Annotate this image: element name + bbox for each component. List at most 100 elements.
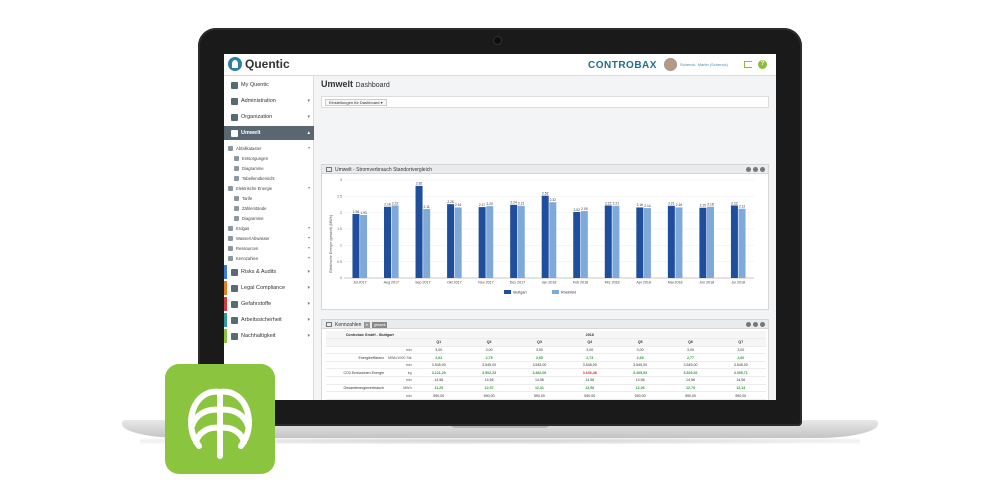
chevron-down-icon[interactable]: ▾ <box>307 255 310 260</box>
kpi-filter-icon[interactable]: ▾ <box>364 321 370 328</box>
sidebar-item-risks-audits[interactable]: Risks & Audits ▾ <box>224 265 314 279</box>
sidebar-item-erdgas[interactable]: Erdgas ▾ <box>224 223 314 233</box>
help-icon[interactable]: ? <box>758 60 767 69</box>
kpi-cell: 11,25 <box>413 384 464 393</box>
kpi-tag[interactable]: gesamt <box>372 321 388 328</box>
sidebar-item-nachhaltigkeit[interactable]: Nachhaltigkeit ▾ <box>224 329 314 343</box>
kpi-empty-header <box>326 338 414 347</box>
dashboard-settings-button[interactable]: Einstellungen für Dashboard ▾ <box>325 99 387 106</box>
kpi-cell: 12,96 <box>564 384 615 393</box>
chevron-down-icon[interactable]: ▾ <box>307 301 310 307</box>
chevron-down-icon[interactable]: ▾ <box>307 145 310 150</box>
kpi-cell: 3.482,06 <box>514 368 565 378</box>
table-row: Gesamtenergieverbrauch MWh 11,25 12,57 12,31… <box>326 384 766 393</box>
page-title: Umwelt Dashboard <box>321 79 390 89</box>
sidebar-item-organization[interactable]: Organization ▾ <box>224 110 314 124</box>
org-icon <box>231 114 238 121</box>
logout-icon[interactable] <box>744 61 752 68</box>
kpi-row-unit: t <box>386 399 414 400</box>
quentic-app-icon <box>165 364 275 474</box>
data-label: 1.96 <box>353 210 360 214</box>
chart-panel: Umwelt - Stromverbrauch Standortvergleic… <box>321 164 769 310</box>
kpi-cell: 597,27 <box>614 399 666 400</box>
close-icon[interactable] <box>760 166 765 172</box>
sidebar-item-tabellen-bersicht[interactable]: Tabellenübersicht <box>224 173 314 183</box>
kpi-cell: 3.529,52 <box>665 368 716 378</box>
bar-stuttgart <box>667 205 675 278</box>
data-label: 2.12 <box>739 205 746 209</box>
chevron-down-icon[interactable]: ▾ <box>307 317 310 323</box>
camera-icon <box>494 37 501 44</box>
chevron-down-icon[interactable]: ▾ <box>307 225 310 230</box>
chevron-down-icon[interactable]: ▾ <box>307 114 310 120</box>
refresh-icon[interactable] <box>746 166 751 172</box>
bolt-icon <box>228 185 233 191</box>
x-tick-label: Sep 2017 <box>415 281 430 285</box>
kpi-cell: 2,69 <box>614 353 666 362</box>
kpi-row-label: Abfälle zur Verwertung <box>326 399 386 400</box>
sidebar-item-abfallkataster[interactable]: Abfallkataster ▾ <box>224 143 314 153</box>
chevron-down-icon[interactable]: ▾ <box>307 235 310 240</box>
sidebar-item-ressourcen[interactable]: Ressourcen ▾ <box>224 243 314 253</box>
y-tick-label: 0.5 <box>337 260 342 264</box>
avatar[interactable] <box>664 58 677 71</box>
kpi-cell: 3.121,29 <box>413 368 464 378</box>
kpi-cell: 2,60 <box>715 353 766 362</box>
bar-rheinfeld <box>580 211 588 278</box>
kpi-cell: 12,06 <box>614 384 666 393</box>
kpi-icon <box>326 322 332 327</box>
sidebar-item-gefahrstoffe[interactable]: Gefahrstoffe ▾ <box>224 297 314 311</box>
chevron-down-icon[interactable]: ▾ <box>307 333 310 339</box>
kpi-cell: 2,62 <box>413 353 464 362</box>
chevron-down-icon[interactable]: ▾ <box>307 269 310 275</box>
settings-icon[interactable] <box>753 321 758 327</box>
chevron-down-icon[interactable]: ▾ <box>307 98 310 104</box>
meter-icon <box>234 205 239 211</box>
x-tick-label: Nov 2017 <box>478 281 493 285</box>
data-label: 2.22 <box>392 201 399 205</box>
sidebar-item-kennzahlen[interactable]: Kennzahlen ▾ <box>224 253 314 263</box>
chevron-down-icon[interactable]: ▾ <box>307 185 310 190</box>
sidebar-item-legal-compliance[interactable]: Legal Compliance ▾ <box>224 281 314 295</box>
sidebar-item-label: Tarife <box>242 195 253 201</box>
chart-panel-header: Umwelt - Stromverbrauch Standortvergleic… <box>322 165 768 174</box>
kpi-cell: 569,17 <box>463 399 515 400</box>
sidebar-item-diagramme[interactable]: Diagramme <box>224 163 314 173</box>
kpi-cell: 12,70 <box>665 384 716 393</box>
kpi-cell: 590,00 <box>614 391 666 400</box>
sidebar-item-label: Gefahrstoffe <box>241 301 272 307</box>
settings-icon[interactable] <box>753 166 758 172</box>
chevron-down-icon[interactable]: ▾ <box>307 285 310 291</box>
table-icon <box>234 175 239 181</box>
sidebar-item-diagramme[interactable]: Diagramme <box>224 213 314 223</box>
sidebar-item-arbeitssicherheit[interactable]: Arbeitssicherheit ▾ <box>224 313 314 327</box>
sidebar-item-my-quentic[interactable]: My Quentic <box>224 78 314 92</box>
x-tick-label: Mrz 2018 <box>605 281 620 285</box>
kpi-cell: 14,56 <box>564 376 615 385</box>
y-tick-label: 1.5 <box>337 227 342 231</box>
gas-icon <box>228 225 233 231</box>
sidebar-item-label: Diagramme <box>242 215 264 221</box>
x-tick-label: Feb 2018 <box>573 281 588 285</box>
sidebar-item-wasser-abwasser[interactable]: Wasser/Abwasser ▾ <box>224 233 314 243</box>
bar-rheinfeld <box>360 214 368 278</box>
sidebar-item-label: Erdgas <box>236 225 250 231</box>
sidebar-item-umwelt[interactable]: Umwelt ▴ <box>224 126 314 140</box>
sidebar-item-entsorgungen[interactable]: Entsorgungen <box>224 153 314 163</box>
page-title-view: Dashboard <box>355 82 390 89</box>
sidebar-item-elektrische-energie[interactable]: Elektrische Energie ▾ <box>224 183 314 193</box>
sidebar-item-tarife[interactable]: Tarife <box>224 193 314 203</box>
chevron-down-icon[interactable]: ▴ <box>307 130 310 136</box>
sidebar-item-z-hlerst-nde[interactable]: Zählerstände <box>224 203 314 213</box>
chevron-down-icon[interactable]: ▾ <box>307 245 310 250</box>
close-icon[interactable] <box>760 321 765 327</box>
kpi-cell: 12,57 <box>463 384 515 393</box>
sidebar-item-label: Administration <box>241 98 276 104</box>
user-name[interactable]: Schenck, Martin (Schenck) <box>680 62 728 67</box>
refresh-icon[interactable] <box>746 321 751 327</box>
list-icon <box>234 195 239 201</box>
kpi-column-header: Q7 <box>715 338 766 347</box>
kpi-year-header: 2018 <box>413 331 766 340</box>
sidebar-item-administration[interactable]: Administration ▾ <box>224 94 314 108</box>
brand[interactable]: Quentic <box>228 57 290 71</box>
